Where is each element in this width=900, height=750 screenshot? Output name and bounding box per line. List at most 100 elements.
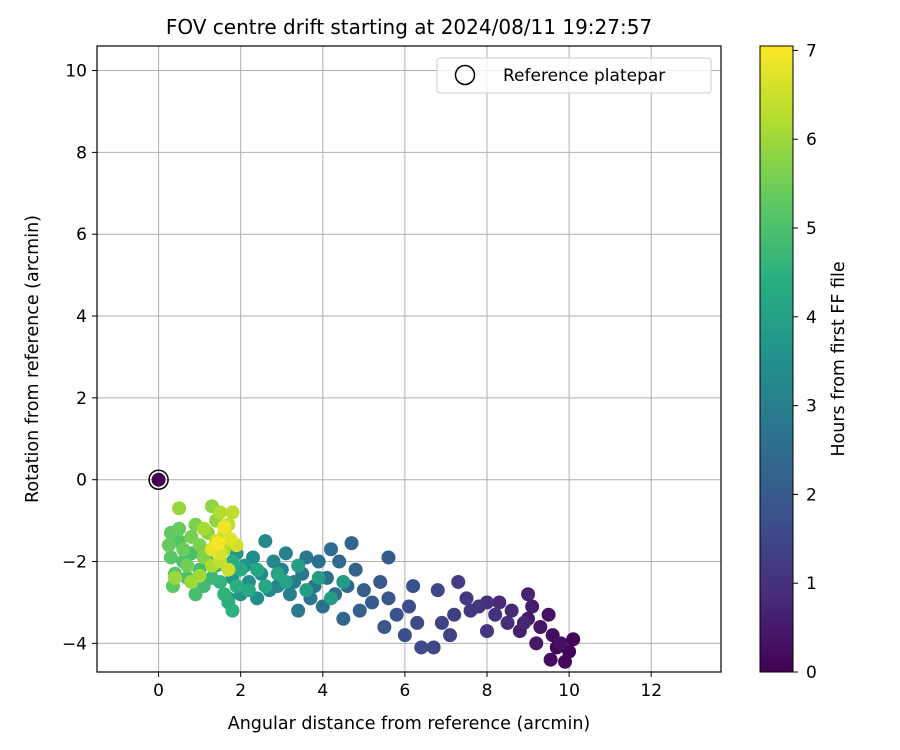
data-point <box>188 587 203 602</box>
colorbar-label: Hours from first FF file <box>829 261 849 456</box>
colorbar-tick-label: 7 <box>806 41 817 61</box>
data-point <box>356 583 371 598</box>
data-point <box>213 505 228 520</box>
data-point <box>543 652 558 667</box>
data-point <box>459 591 474 606</box>
colorbar-tick-label: 3 <box>806 397 817 417</box>
data-point <box>311 570 326 585</box>
colorbar-tick-label: 5 <box>806 219 817 239</box>
data-point <box>266 554 281 569</box>
data-point <box>344 536 359 551</box>
x-tick-label: 8 <box>482 681 493 701</box>
data-point <box>406 579 421 594</box>
reference-point-ring <box>148 469 169 490</box>
colorbar-tick-label: 2 <box>806 485 817 505</box>
data-point <box>324 542 338 557</box>
data-point <box>161 538 176 553</box>
data-point <box>196 521 211 536</box>
data-point <box>332 554 347 569</box>
y-tick-label: 10 <box>65 62 87 82</box>
data-point <box>443 628 458 643</box>
data-point <box>217 587 232 602</box>
data-point <box>521 587 536 602</box>
data-point <box>430 583 445 598</box>
data-point <box>381 591 396 606</box>
data-point <box>163 550 178 565</box>
data-point <box>488 607 503 622</box>
legend: Reference platepar <box>436 57 712 94</box>
plot-frame <box>96 45 722 673</box>
x-axis-ticks: 0 2 4 6 8 10 12 <box>153 672 662 701</box>
data-point <box>168 570 182 585</box>
data-point <box>223 532 238 547</box>
grid <box>97 46 721 672</box>
data-point <box>516 615 531 630</box>
data-point <box>282 587 297 602</box>
data-point <box>558 654 572 669</box>
colorbar-gradient <box>759 45 794 673</box>
data-point <box>389 607 404 622</box>
legend-box <box>436 57 712 94</box>
data-point <box>217 519 232 534</box>
reference-point-fill <box>151 472 166 487</box>
data-point <box>225 505 240 520</box>
x-tick-label: 0 <box>153 681 164 701</box>
data-point <box>377 619 392 634</box>
data-point <box>241 583 256 598</box>
data-point <box>291 603 306 618</box>
data-point <box>414 640 429 655</box>
data-point <box>278 546 293 561</box>
data-point <box>533 619 548 634</box>
colorbar: 0 1 2 3 4 5 6 7 Hours from first FF file <box>759 41 849 683</box>
data-point <box>566 632 581 647</box>
data-point <box>352 603 367 618</box>
data-point <box>541 607 556 622</box>
data-point <box>525 599 540 614</box>
data-point <box>336 611 351 626</box>
data-point <box>250 562 265 577</box>
data-point <box>225 603 240 618</box>
x-tick-label: 6 <box>399 681 410 701</box>
data-point <box>492 595 507 610</box>
y-tick-label: 8 <box>76 143 87 163</box>
data-point <box>397 628 412 643</box>
data-point <box>500 615 515 630</box>
legend-marker <box>454 64 476 86</box>
y-tick-label: 4 <box>76 307 87 327</box>
x-tick-label: 12 <box>640 681 662 701</box>
data-points <box>161 499 581 669</box>
data-point <box>463 603 478 618</box>
x-tick-label: 10 <box>558 681 580 701</box>
x-tick-label: 2 <box>235 681 246 701</box>
colorbar-tick-label: 0 <box>806 663 817 683</box>
data-point <box>402 599 416 614</box>
data-point <box>176 542 191 557</box>
data-point <box>229 579 244 594</box>
data-point <box>434 615 449 630</box>
data-point <box>258 579 273 594</box>
data-point <box>258 534 273 549</box>
data-point <box>410 615 425 630</box>
y-tick-label: 2 <box>76 389 87 409</box>
data-point <box>381 550 396 565</box>
data-point <box>324 591 338 606</box>
colorbar-ticks: 0 1 2 3 4 5 6 7 <box>793 41 817 683</box>
data-point <box>348 562 363 577</box>
colorbar-tick-label: 4 <box>806 308 817 328</box>
data-point <box>192 538 207 553</box>
y-tick-label: −4 <box>62 634 87 654</box>
x-axis-label: Angular distance from reference (arcmin) <box>228 714 591 734</box>
y-axis-ticks: −4 −2 0 2 4 6 8 10 <box>62 62 97 654</box>
colorbar-tick-label: 6 <box>806 130 817 150</box>
data-point <box>451 574 466 589</box>
data-point <box>553 636 568 651</box>
chart-title: FOV centre drift starting at 2024/08/11 … <box>166 15 652 39</box>
data-point <box>504 603 519 618</box>
data-point <box>529 636 544 651</box>
y-axis-label: Rotation from reference (arcmin) <box>23 215 43 503</box>
data-point <box>336 574 351 589</box>
data-point <box>180 558 195 573</box>
colorbar-tick-label: 1 <box>806 574 817 594</box>
legend-entry: Reference platepar <box>503 66 665 86</box>
